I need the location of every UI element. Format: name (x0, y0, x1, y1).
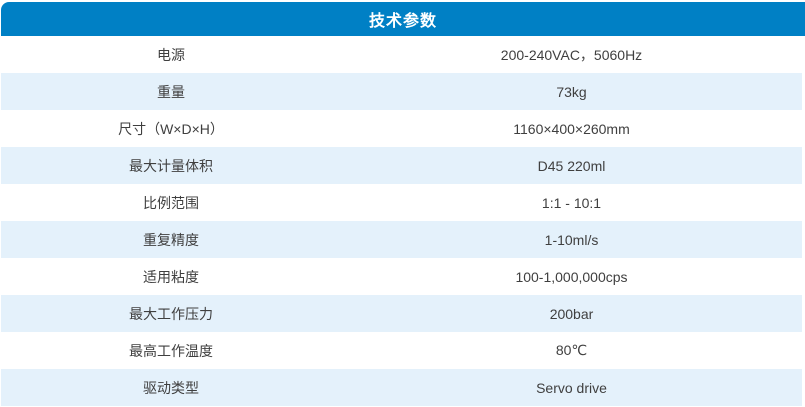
table-row: 驱动类型 Servo drive (1, 369, 802, 406)
row-label: 电源 (157, 46, 185, 63)
table-row: 重量 73kg (1, 73, 802, 110)
row-value: D45 220ml (537, 157, 606, 174)
table-row: 最高工作温度 80℃ (1, 332, 802, 369)
table-header: 技术参数 (1, 2, 805, 36)
table-row: 尺寸（W×D×H） 1160×400×260mm (1, 110, 802, 147)
table-row: 电源 200-240VAC，5060Hz (1, 36, 802, 73)
row-value: 1:1 - 10:1 (541, 194, 602, 211)
row-label: 驱动类型 (143, 379, 199, 396)
row-value: 80℃ (555, 342, 588, 358)
row-label: 最高工作温度 (129, 342, 213, 359)
row-value: 73kg (556, 83, 587, 100)
table-title: 技术参数 (368, 13, 437, 30)
row-value: Servo drive (536, 379, 607, 396)
row-label: 比例范围 (143, 194, 199, 211)
spec-table: 电源 200-240VAC，5060Hz 重量 73kg 尺寸（W×D×H） 1160×4… (1, 36, 802, 406)
table-row: 适用粘度 100-1,000,000cps (1, 258, 802, 295)
row-value: 1-10ml/s (544, 231, 599, 248)
row-label: 尺寸（W×D×H） (118, 120, 224, 137)
table-row: 比例范围 1:1 - 10:1 (1, 184, 802, 221)
table-row: 重复精度 1-10ml/s (1, 221, 802, 258)
row-label: 最大工作压力 (129, 305, 213, 322)
row-value: 100-1,000,000cps (515, 268, 628, 285)
row-value: 1160×400×260mm (513, 120, 630, 137)
row-label: 重复精度 (143, 231, 199, 248)
row-label: 适用粘度 (143, 268, 199, 285)
row-value: 200-240VAC，5060Hz (500, 46, 643, 63)
row-label: 最大计量体积 (129, 157, 213, 174)
row-value: 200bar (549, 305, 594, 322)
table-row: 最大计量体积 D45 220ml (1, 147, 802, 184)
row-label: 重量 (157, 83, 185, 100)
table-row: 最大工作压力 200bar (1, 295, 802, 332)
